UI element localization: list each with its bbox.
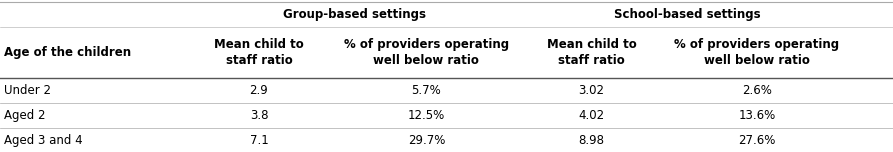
Text: 3.8: 3.8 (250, 109, 268, 122)
Text: 5.7%: 5.7% (412, 84, 441, 97)
Text: 2.6%: 2.6% (742, 84, 772, 97)
Text: Group-based settings: Group-based settings (283, 8, 427, 21)
Text: 7.1: 7.1 (250, 134, 268, 147)
Text: 12.5%: 12.5% (408, 109, 445, 122)
Text: 4.02: 4.02 (579, 109, 605, 122)
Text: 27.6%: 27.6% (739, 134, 775, 147)
Text: Age of the children: Age of the children (4, 46, 131, 59)
Text: Aged 3 and 4: Aged 3 and 4 (4, 134, 83, 147)
Text: 8.98: 8.98 (579, 134, 605, 147)
Text: 2.9: 2.9 (250, 84, 268, 97)
Text: Mean child to
staff ratio: Mean child to staff ratio (214, 38, 304, 67)
Text: 29.7%: 29.7% (408, 134, 445, 147)
Text: % of providers operating
well below ratio: % of providers operating well below rati… (344, 38, 509, 67)
Text: Under 2: Under 2 (4, 84, 52, 97)
Text: 3.02: 3.02 (579, 84, 605, 97)
Text: School-based settings: School-based settings (614, 8, 761, 21)
Text: % of providers operating
well below ratio: % of providers operating well below rati… (674, 38, 839, 67)
Text: Mean child to
staff ratio: Mean child to staff ratio (547, 38, 637, 67)
Text: 13.6%: 13.6% (739, 109, 775, 122)
Text: Aged 2: Aged 2 (4, 109, 46, 122)
